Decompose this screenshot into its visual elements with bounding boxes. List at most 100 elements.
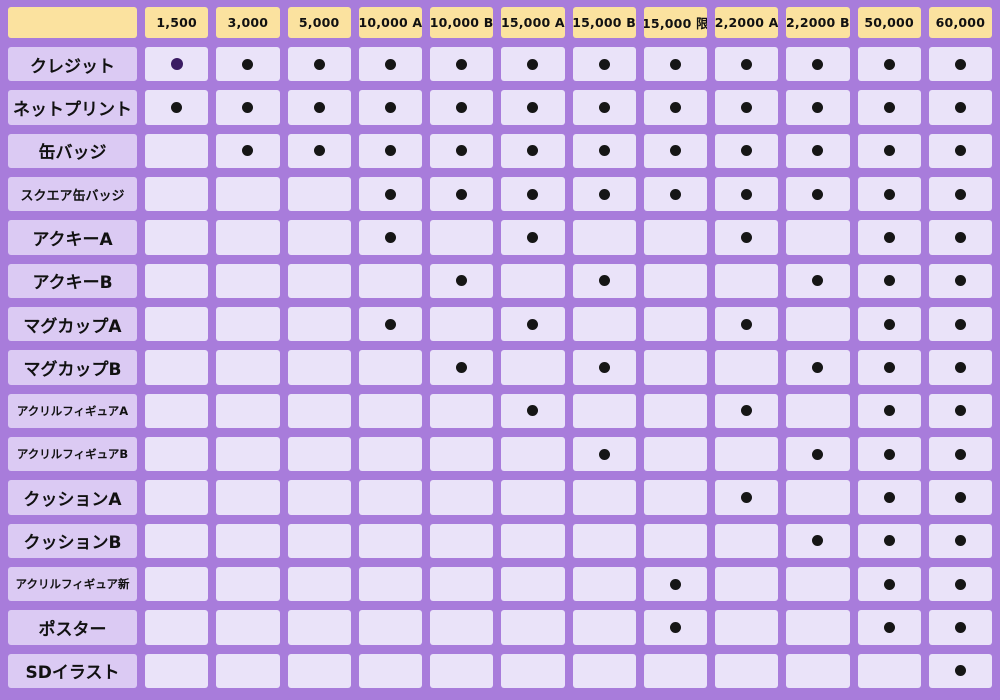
- matrix-cell: [216, 610, 280, 645]
- matrix-cell: [643, 610, 707, 645]
- matrix-cell: [358, 653, 422, 688]
- row-label-cell: クッションB: [8, 523, 137, 558]
- matrix-cell: [572, 176, 636, 212]
- matrix-cell: [501, 393, 565, 428]
- matrix-cell: [857, 393, 921, 428]
- filled-dot-icon: [741, 58, 753, 70]
- matrix-cell: [145, 176, 209, 212]
- filled-dot-icon: [954, 145, 966, 157]
- matrix-cell: [857, 610, 921, 645]
- matrix-cell: [643, 263, 707, 298]
- matrix-cell: [786, 47, 850, 82]
- filled-dot-icon: [741, 101, 753, 113]
- matrix-cell: [358, 220, 422, 255]
- matrix-cell: [715, 350, 779, 385]
- filled-dot-icon: [883, 578, 895, 590]
- matrix-cell: [928, 350, 992, 385]
- row-label-cell: アクリルフィギュアB: [8, 436, 137, 472]
- matrix-cell: [430, 90, 494, 125]
- matrix-cell: [358, 47, 422, 82]
- matrix-cell: [216, 523, 280, 558]
- matrix-cell: [287, 306, 351, 342]
- filled-dot-icon: [598, 448, 610, 460]
- matrix-cell: [287, 47, 351, 82]
- filled-dot-icon: [954, 58, 966, 70]
- matrix-cell: [287, 176, 351, 212]
- matrix-cell: [928, 393, 992, 428]
- matrix-cell: [216, 393, 280, 428]
- matrix-cell: [216, 47, 280, 82]
- matrix-cell: [643, 90, 707, 125]
- matrix-cell: [287, 436, 351, 472]
- matrix-cell: [857, 480, 921, 515]
- matrix-cell: [216, 653, 280, 688]
- matrix-cell: [145, 220, 209, 255]
- matrix-cell: [216, 566, 280, 602]
- filled-dot-icon: [954, 491, 966, 503]
- filled-dot-icon: [242, 58, 254, 70]
- matrix-cell: [145, 47, 209, 82]
- matrix-cell: [715, 610, 779, 645]
- matrix-cell: [216, 436, 280, 472]
- matrix-cell: [145, 566, 209, 602]
- matrix-cell: [358, 350, 422, 385]
- matrix-cell: [928, 436, 992, 472]
- matrix-cell: [430, 220, 494, 255]
- matrix-cell: [786, 653, 850, 688]
- filled-dot-icon: [812, 58, 824, 70]
- matrix-cell: [430, 480, 494, 515]
- matrix-cell: [145, 350, 209, 385]
- matrix-cell: [786, 350, 850, 385]
- filled-dot-icon: [741, 231, 753, 243]
- matrix-cell: [643, 350, 707, 385]
- filled-dot-icon: [456, 361, 468, 373]
- matrix-cell: [928, 480, 992, 515]
- matrix-cell: [216, 90, 280, 125]
- matrix-cell: [430, 393, 494, 428]
- matrix-cell: [501, 263, 565, 298]
- filled-dot-icon: [313, 145, 325, 157]
- row-label-cell: 缶バッジ: [8, 133, 137, 168]
- column-header-cell: 15,000 B: [572, 7, 636, 38]
- matrix-cell: [572, 306, 636, 342]
- filled-dot-icon: [669, 101, 681, 113]
- matrix-cell: [216, 350, 280, 385]
- matrix-cell: [501, 610, 565, 645]
- filled-dot-icon: [741, 145, 753, 157]
- row-label-cell: アクキーB: [8, 263, 137, 298]
- filled-dot-icon: [527, 231, 539, 243]
- matrix-cell: [786, 306, 850, 342]
- matrix-cell: [786, 523, 850, 558]
- filled-dot-icon: [741, 405, 753, 417]
- matrix-cell: [287, 566, 351, 602]
- filled-dot-icon: [883, 145, 895, 157]
- matrix-cell: [145, 90, 209, 125]
- matrix-cell: [928, 220, 992, 255]
- filled-dot-icon: [883, 318, 895, 330]
- filled-dot-icon: [456, 188, 468, 200]
- filled-dot-icon: [669, 188, 681, 200]
- filled-dot-icon: [598, 58, 610, 70]
- matrix-cell: [501, 306, 565, 342]
- corner-header-cell: [8, 7, 137, 38]
- matrix-cell: [572, 523, 636, 558]
- matrix-cell: [715, 436, 779, 472]
- matrix-cell: [715, 306, 779, 342]
- column-header-cell: 10,000 A: [358, 7, 422, 38]
- matrix-cell: [358, 610, 422, 645]
- matrix-cell: [572, 47, 636, 82]
- filled-dot-icon: [954, 275, 966, 287]
- filled-dot-icon: [171, 101, 183, 113]
- column-header-cell: 2,2000 B: [786, 7, 850, 38]
- matrix-cell: [287, 523, 351, 558]
- matrix-cell: [358, 306, 422, 342]
- matrix-cell: [287, 480, 351, 515]
- filled-dot-icon: [883, 448, 895, 460]
- filled-dot-icon: [598, 361, 610, 373]
- matrix-cell: [643, 436, 707, 472]
- filled-dot-icon: [242, 145, 254, 157]
- matrix-cell: [572, 350, 636, 385]
- filled-dot-icon: [741, 318, 753, 330]
- matrix-cell: [786, 566, 850, 602]
